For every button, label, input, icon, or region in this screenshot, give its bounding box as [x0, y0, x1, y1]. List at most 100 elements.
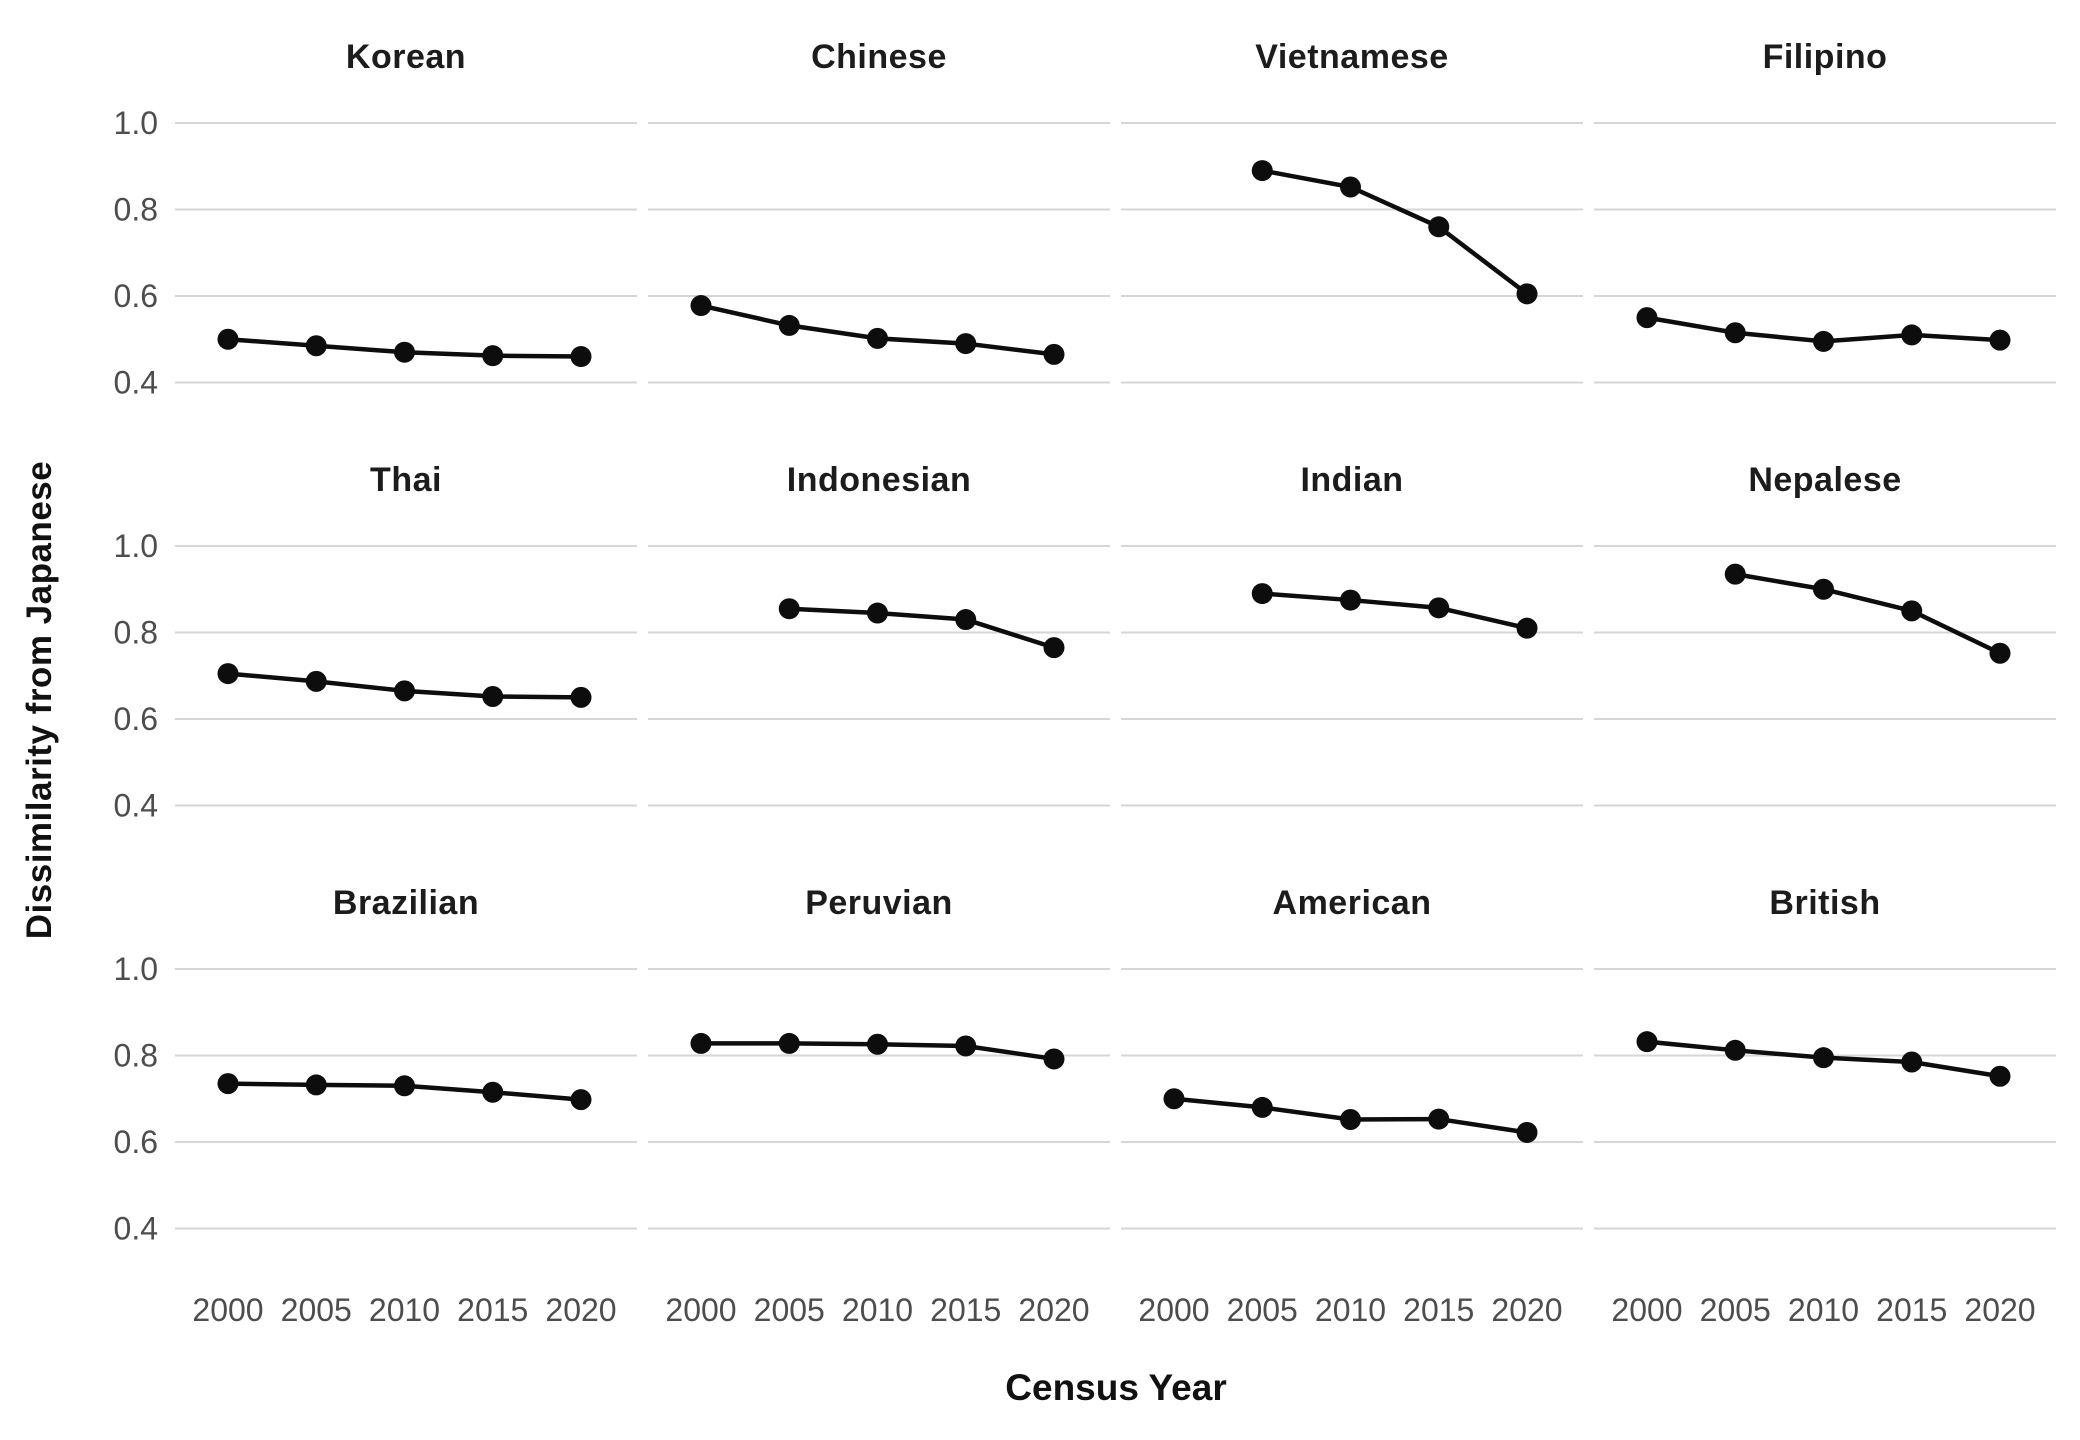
- data-points: [690, 295, 1065, 365]
- x-tick-label: 2020: [1491, 1292, 1562, 1328]
- y-tick-label: 0.4: [114, 788, 158, 824]
- facet-plot-korean: 1.0 0.8 0.6 0.4: [114, 105, 637, 401]
- x-tick-label: 2020: [545, 1292, 616, 1328]
- facet-title-peruvian: Peruvian: [805, 884, 953, 922]
- facet-panel-korean: Korean 1.0 0.8 0.6 0.4: [114, 30, 637, 428]
- gridlines: [175, 545, 637, 807]
- data-points: [217, 328, 592, 368]
- x-tick-label: 2020: [1964, 1292, 2035, 1328]
- x-tick-label: 2000: [1138, 1292, 1209, 1328]
- facet-plot-filipino: [1594, 122, 2056, 384]
- x-tick-label: 2005: [1700, 1292, 1771, 1328]
- facet-title-american: American: [1272, 884, 1432, 922]
- x-tick-label: 2005: [754, 1292, 825, 1328]
- facet-panel-filipino: Filipino: [1594, 30, 2056, 428]
- y-tick-label: 0.6: [114, 1124, 158, 1160]
- gridlines: [1121, 968, 1583, 1230]
- facet-plot-nepalese: [1594, 545, 2056, 807]
- series-line: [787, 606, 1057, 650]
- data-points: [778, 598, 1065, 659]
- x-tick-label: 2015: [457, 1292, 528, 1328]
- gridlines: [648, 968, 1110, 1230]
- facet-panel-nepalese: Nepalese: [1594, 453, 2056, 851]
- x-tick-label: 2010: [369, 1292, 440, 1328]
- gridlines: [1121, 122, 1583, 384]
- facet-plot-american: 2000 2005 2010 2015 2020: [1121, 968, 1583, 1328]
- x-tick-label: 2000: [1611, 1292, 1682, 1328]
- facet-panel-vietnamese: Vietnamese: [1121, 30, 1583, 428]
- y-tick-label: 0.8: [114, 1038, 158, 1074]
- y-axis-title: Dissimilarity from Japanese: [20, 460, 59, 940]
- gridlines: [175, 968, 637, 1230]
- x-tick-label: 2010: [1315, 1292, 1386, 1328]
- facet-title-brazilian: Brazilian: [332, 884, 480, 922]
- facet-panel-american: American 2000 2005 2010 2015 2020: [1121, 876, 1583, 1328]
- x-tick-label: 2015: [1403, 1292, 1474, 1328]
- x-tick-label: 2010: [1788, 1292, 1859, 1328]
- facet-panel-british: British 2000 2005 2010 2015 2020: [1594, 876, 2056, 1328]
- y-tick-label: 0.4: [114, 1211, 158, 1247]
- facet-panel-brazilian: Brazilian 1.0 0.8 0.6 0.4 2000 2005 2010 2015 202…: [114, 876, 637, 1328]
- facet-plot-indonesian: [648, 545, 1110, 807]
- x-tick-label: 2015: [1876, 1292, 1947, 1328]
- facet-panel-peruvian: Peruvian 2000 2005 2010 2015 2020: [648, 876, 1110, 1328]
- y-tick-label: 0.8: [114, 615, 158, 651]
- facet-panel-chinese: Chinese: [648, 30, 1110, 428]
- gridlines: [1594, 122, 2056, 384]
- y-tick-label: 0.8: [114, 192, 158, 228]
- y-tick-label: 0.6: [114, 701, 158, 737]
- x-tick-label: 2005: [281, 1292, 352, 1328]
- data-points: [1251, 160, 1538, 305]
- gridlines: [1121, 545, 1583, 807]
- facet-plot-vietnamese: [1121, 122, 1583, 384]
- x-tick-label: 2000: [665, 1292, 736, 1328]
- x-axis-title: Census Year: [1005, 1367, 1227, 1408]
- facet-title-chinese: Chinese: [811, 38, 947, 76]
- y-tick-label: 1.0: [114, 528, 158, 564]
- facet-plot-brazilian: 1.0 0.8 0.6 0.4 2000 2005 2010 2015 2020: [114, 951, 637, 1328]
- facet-plot-british: 2000 2005 2010 2015 2020: [1594, 968, 2056, 1328]
- data-points: [690, 1032, 1065, 1070]
- y-tick-label: 1.0: [114, 105, 158, 141]
- x-tick-label: 2010: [842, 1292, 913, 1328]
- facet-panel-thai: Thai 1.0 0.8 0.6 0.4: [114, 453, 637, 851]
- facet-title-british: British: [1769, 884, 1881, 922]
- gridlines: [1594, 968, 2056, 1230]
- data-points: [1724, 563, 2011, 664]
- facet-plot-thai: 1.0 0.8 0.6 0.4: [114, 528, 637, 824]
- facet-panel-indonesian: Indonesian: [648, 453, 1110, 851]
- facet-title-vietnamese: Vietnamese: [1255, 38, 1449, 76]
- data-points: [1163, 1088, 1538, 1143]
- facet-title-filipino: Filipino: [1762, 38, 1888, 76]
- x-tick-label: 2015: [930, 1292, 1001, 1328]
- gridlines: [648, 545, 1110, 807]
- facet-plot-peruvian: 2000 2005 2010 2015 2020: [648, 968, 1110, 1328]
- facet-plot-indian: [1121, 545, 1583, 807]
- x-tick-label: 2000: [192, 1292, 263, 1328]
- data-points: [217, 663, 592, 708]
- facet-grid: Korean 1.0 0.8 0.6 0.4 Chinese Vietnamese Filip…: [114, 30, 2056, 1328]
- gridlines: [175, 122, 637, 384]
- data-points: [1636, 307, 2011, 352]
- x-tick-label: 2005: [1227, 1292, 1298, 1328]
- y-tick-label: 0.4: [114, 365, 158, 401]
- y-tick-label: 1.0: [114, 951, 158, 987]
- data-points: [217, 1073, 592, 1111]
- facet-title-indian: Indian: [1300, 461, 1404, 499]
- gridlines: [1594, 545, 2056, 807]
- series-line: [1733, 571, 2003, 656]
- facet-title-thai: Thai: [370, 461, 442, 499]
- gridlines: [648, 122, 1110, 384]
- facet-title-nepalese: Nepalese: [1748, 461, 1902, 499]
- facet-title-korean: Korean: [345, 38, 467, 76]
- y-tick-label: 0.6: [114, 278, 158, 314]
- facet-title-indonesian: Indonesian: [786, 461, 972, 499]
- facet-plot-chinese: [648, 122, 1110, 384]
- series-line: [1260, 168, 1530, 297]
- x-tick-label: 2020: [1018, 1292, 1089, 1328]
- data-points: [1251, 583, 1538, 639]
- series-line: [1260, 591, 1530, 631]
- data-points: [1636, 1031, 2011, 1087]
- facet-panel-indian: Indian: [1121, 453, 1583, 851]
